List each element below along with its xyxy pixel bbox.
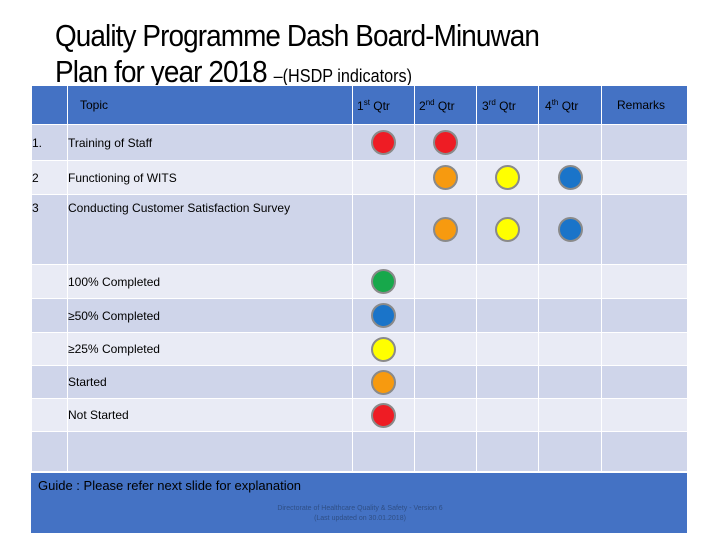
q4-cell: [538, 160, 602, 195]
legend-label: Started: [67, 365, 353, 399]
footer-note: Directorate of Healthcare Quality & Safe…: [240, 504, 480, 524]
q2-cell: [414, 160, 477, 195]
legend-row: Started: [31, 365, 688, 399]
q1-cell: [352, 160, 415, 195]
legend-dot: [371, 269, 396, 294]
header-q4: 4th Qtr: [538, 85, 602, 125]
header-q3: 3rd Qtr: [476, 85, 539, 125]
header-q2: 2nd Qtr: [414, 85, 477, 125]
footer-line-1: Directorate of Healthcare Quality & Safe…: [277, 505, 443, 512]
title-line-1: Quality Programme Dash Board-Minuwan: [55, 18, 540, 53]
legend-row: ≥50% Completed: [31, 298, 688, 333]
dashboard-table: Topic 1st Qtr 2nd Qtr 3rd Qtr 4th Qtr Re…: [31, 85, 688, 472]
table-row: 3 Conducting Customer Satisfaction Surve…: [31, 194, 688, 265]
status-dot: [433, 217, 458, 242]
q2-cell: [414, 124, 477, 161]
legend-dot: [371, 336, 396, 362]
q1-cell: [352, 194, 415, 265]
table-row: 1. Training of Staff: [31, 124, 688, 161]
legend-row: ≥25% Completed: [31, 332, 688, 366]
status-dot: [371, 130, 396, 155]
title-subtitle: –(HSDP indicators): [273, 66, 413, 86]
q3-cell: [476, 160, 539, 195]
q3-cell: [476, 124, 539, 161]
footer-line-2: (Last updated on 30.01.2018): [314, 515, 406, 522]
row-number: 1.: [31, 124, 68, 161]
legend-dot: [371, 369, 396, 395]
q4-cell: [538, 194, 602, 265]
legend-label: ≥50% Completed: [67, 298, 353, 333]
status-dot: [433, 165, 458, 190]
remarks-cell: [601, 124, 688, 161]
title-line-2: Plan for year 2018 –(HSDP indicators): [55, 54, 539, 94]
guide-banner: Guide : Please refer next slide for expl…: [31, 473, 687, 533]
q2-cell: [414, 194, 477, 265]
status-dot: [557, 217, 583, 242]
legend-dot: [371, 303, 396, 328]
header-number: [31, 85, 68, 125]
guide-text: Guide : Please refer next slide for expl…: [38, 478, 302, 493]
row-number: 2: [31, 160, 68, 195]
row-number: 3: [31, 194, 68, 265]
legend-label: ≥25% Completed: [67, 332, 353, 366]
title-year: Plan for year 2018: [55, 54, 268, 89]
status-dot: [433, 130, 458, 155]
row-topic: Functioning of WITS: [67, 160, 353, 195]
page-title: Quality Programme Dash Board-Minuwan Pla…: [55, 18, 593, 94]
remarks-cell: [601, 160, 688, 195]
table-row: 2 Functioning of WITS: [31, 160, 688, 195]
status-dot: [495, 165, 520, 190]
header-q1: 1st Qtr: [352, 85, 415, 125]
remarks-cell: [601, 194, 688, 265]
q1-cell: [352, 124, 415, 161]
row-topic: Training of Staff: [67, 124, 353, 161]
table-row-empty: [31, 431, 688, 472]
legend-label: 100% Completed: [67, 264, 353, 299]
legend-label: Not Started: [67, 398, 353, 432]
legend-dot: [371, 402, 396, 428]
row-topic: Conducting Customer Satisfaction Survey: [67, 194, 353, 265]
header-remarks: Remarks: [601, 85, 688, 125]
legend-row: Not Started: [31, 398, 688, 432]
status-dot: [557, 165, 583, 190]
status-dot: [495, 217, 520, 242]
legend-row: 100% Completed: [31, 264, 688, 299]
header-topic: Topic: [67, 85, 353, 125]
q4-cell: [538, 124, 602, 161]
q3-cell: [476, 194, 539, 265]
table-header-row: Topic 1st Qtr 2nd Qtr 3rd Qtr 4th Qtr Re…: [31, 85, 688, 125]
